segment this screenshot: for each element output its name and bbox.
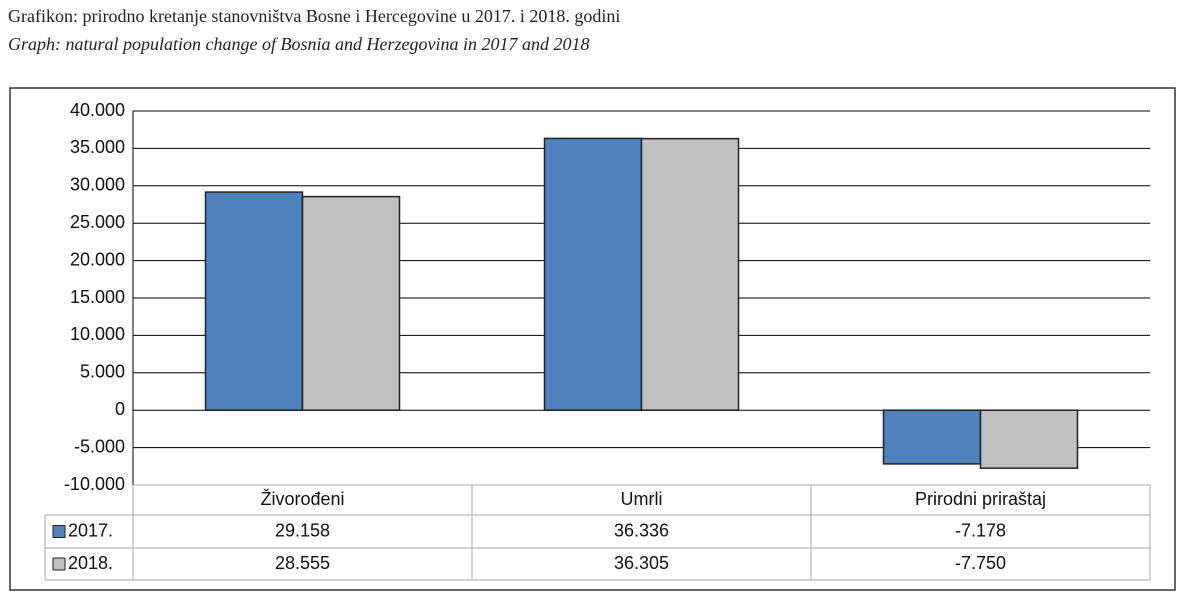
table-value: 29.158 bbox=[275, 520, 330, 540]
y-tick-label: 40.000 bbox=[70, 100, 125, 120]
y-tick-label: 20.000 bbox=[70, 249, 125, 269]
y-tick-label: 15.000 bbox=[70, 287, 125, 307]
y-tick-label: -10.000 bbox=[64, 474, 125, 494]
bar bbox=[204, 191, 304, 411]
bar bbox=[882, 409, 982, 465]
bar bbox=[979, 409, 1079, 469]
bar bbox=[640, 137, 740, 411]
y-tick-label: 10.000 bbox=[70, 324, 125, 344]
y-tick-label: 5.000 bbox=[80, 362, 125, 382]
bar bbox=[301, 195, 401, 411]
table-value: 28.555 bbox=[275, 553, 330, 573]
y-tick-label: -5.000 bbox=[74, 436, 125, 456]
x-tick-label: Prirodni priraštaj bbox=[915, 489, 1046, 509]
legend-swatch bbox=[52, 525, 66, 538]
y-tick-label: 35.000 bbox=[70, 137, 125, 157]
table-value: -7.178 bbox=[955, 520, 1006, 540]
y-tick-label: 25.000 bbox=[70, 212, 125, 232]
chart-frame bbox=[9, 87, 1176, 591]
x-tick-label: Živorođeni bbox=[260, 489, 344, 509]
legend-swatch bbox=[52, 557, 66, 571]
table-value: 36.336 bbox=[614, 520, 669, 540]
table-value: -7.750 bbox=[955, 553, 1006, 573]
legend-label: 2017. bbox=[68, 520, 113, 540]
bar bbox=[543, 137, 643, 411]
y-tick-label: 0 bbox=[115, 399, 125, 419]
x-tick-label: Umrli bbox=[621, 489, 663, 509]
chart-subtitle: Graph: natural population change of Bosn… bbox=[8, 34, 589, 54]
table-value: 36.305 bbox=[614, 553, 669, 573]
legend-label: 2018. bbox=[68, 553, 113, 573]
y-tick-label: 30.000 bbox=[70, 175, 125, 195]
chart-title: Grafikon: prirodno kretanje stanovništva… bbox=[8, 6, 620, 26]
